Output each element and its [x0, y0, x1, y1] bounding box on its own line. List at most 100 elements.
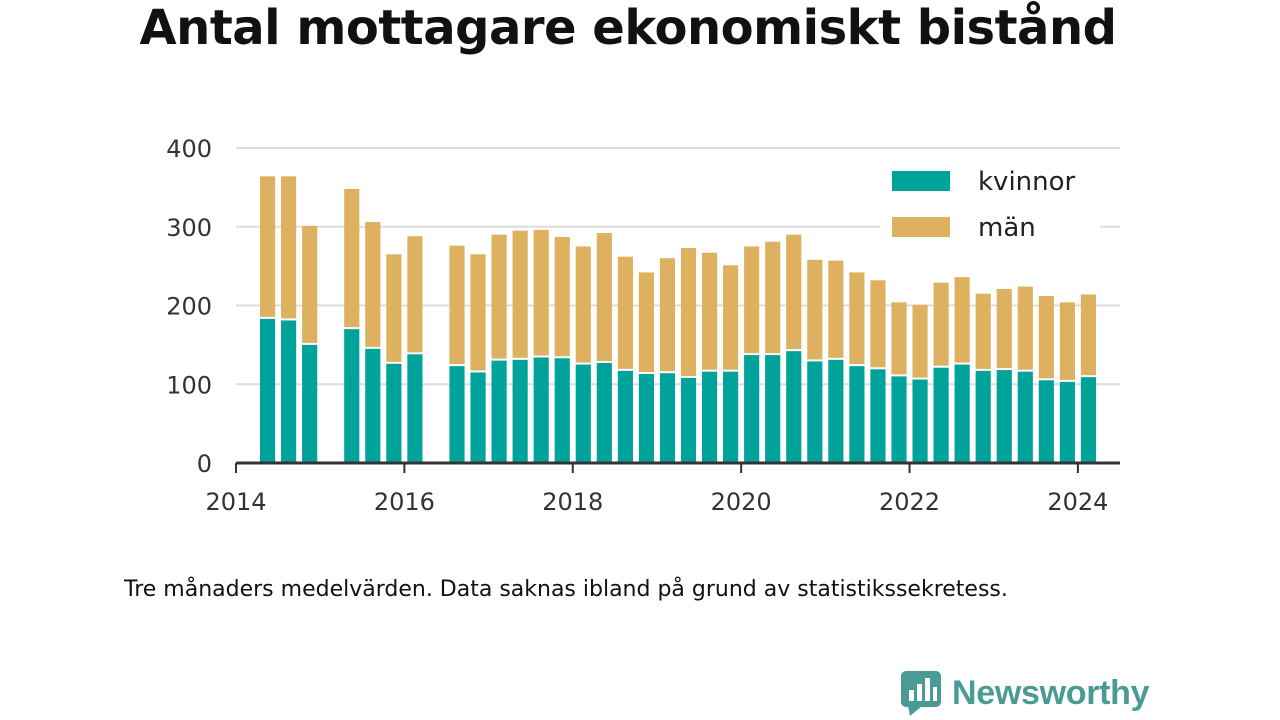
bar-kvinnor: [638, 374, 655, 463]
y-tick-label: 300: [166, 214, 212, 242]
bar-kvinnor: [786, 351, 802, 463]
bar-man: [596, 233, 612, 361]
bar-man: [870, 280, 886, 368]
bar-kvinnor: [1059, 381, 1075, 463]
bar-kvinnor: [996, 370, 1012, 463]
bar-kvinnor: [807, 361, 823, 463]
bar-kvinnor: [533, 357, 549, 463]
bar-kvinnor: [1038, 380, 1054, 463]
bar-kvinnor: [659, 373, 676, 463]
bar-kvinnor: [680, 377, 697, 463]
bar-kvinnor: [575, 364, 591, 463]
bar-man: [1059, 302, 1075, 380]
bar-kvinnor: [723, 371, 739, 463]
x-tick-label: 2014: [205, 488, 266, 516]
legend-swatch: [892, 217, 950, 237]
bar-kvinnor: [1080, 377, 1097, 463]
bar-kvinnor: [491, 360, 507, 463]
bar-man: [828, 260, 844, 358]
bar-man: [259, 176, 276, 317]
bar-kvinnor: [281, 320, 297, 463]
bar-man: [470, 254, 486, 371]
bar-kvinnor: [1017, 371, 1033, 463]
x-tick-label: 2016: [374, 488, 435, 516]
bar-man: [575, 246, 591, 363]
bar-man: [786, 234, 802, 350]
stacked-bar-chart: 0 100 200 300 400 2014 2016 2018 2020 2022 2024 kv…: [166, 135, 1120, 516]
bar-kvinnor: [744, 355, 760, 463]
bar-kvinnor: [512, 359, 528, 463]
bar-man: [491, 234, 507, 359]
bar-kvinnor: [912, 379, 928, 463]
bar-man: [954, 277, 970, 363]
bar-man: [1017, 286, 1033, 370]
bar-man: [365, 222, 381, 347]
chart-title: Antal mottagare ekonomiskt bistånd: [139, 0, 1117, 56]
bar-man: [849, 272, 865, 365]
bar-man: [659, 258, 676, 372]
bar-kvinnor: [344, 329, 360, 463]
bar-kvinnor: [933, 367, 949, 463]
legend-swatch: [892, 171, 950, 191]
y-tick-label: 100: [166, 371, 212, 399]
bar-kvinnor: [449, 366, 465, 463]
bar-kvinnor: [870, 369, 886, 463]
bar-man: [996, 288, 1012, 369]
bar-man: [554, 236, 570, 357]
bar-man: [1080, 294, 1097, 376]
bar-man: [407, 236, 423, 353]
legend-label: kvinnor: [978, 167, 1076, 197]
bars: [259, 176, 1097, 463]
bar-kvinnor: [365, 348, 381, 463]
bar-kvinnor: [975, 370, 991, 463]
chart-footnote: Tre månaders medelvärden. Data saknas ib…: [124, 577, 1008, 602]
bar-man: [281, 176, 297, 319]
x-tick-label: 2024: [1047, 488, 1108, 516]
bar-man: [723, 265, 739, 370]
bar-kvinnor: [828, 359, 844, 463]
x-tick-label: 2020: [711, 488, 772, 516]
bar-kvinnor: [617, 370, 633, 463]
bar-man: [512, 230, 528, 358]
y-tick-label: 400: [166, 135, 212, 163]
bar-kvinnor: [954, 364, 970, 463]
bar-man: [975, 293, 991, 369]
bar-man: [1038, 296, 1054, 379]
bar-chart-speech-bubble-icon: [901, 671, 941, 716]
bar-man: [302, 225, 318, 343]
legend-label: män: [978, 213, 1036, 243]
bar-man: [807, 259, 823, 360]
bar-man: [680, 248, 697, 376]
bar-kvinnor: [470, 372, 486, 463]
bar-kvinnor: [259, 318, 276, 463]
bar-kvinnor: [765, 355, 781, 463]
legend: kvinnor män: [880, 158, 1100, 248]
bar-kvinnor: [302, 344, 318, 463]
bar-kvinnor: [596, 362, 612, 463]
bar-man: [912, 304, 928, 378]
x-tick-label: 2022: [879, 488, 940, 516]
bar-man: [344, 188, 360, 328]
bar-kvinnor: [386, 363, 402, 463]
bar-man: [617, 256, 633, 369]
brand-name: Newsworthy: [952, 673, 1150, 712]
bar-man: [701, 252, 718, 370]
bar-kvinnor: [701, 371, 718, 463]
bar-man: [638, 272, 655, 373]
bar-kvinnor: [849, 366, 865, 463]
bar-kvinnor: [407, 354, 423, 463]
y-tick-label: 200: [166, 293, 212, 321]
bar-man: [891, 302, 907, 375]
y-tick-label: 0: [197, 450, 212, 478]
axes: 0 100 200 300 400 2014 2016 2018 2020 2022 2024: [166, 135, 1120, 516]
bar-kvinnor: [554, 358, 570, 463]
bar-man: [533, 229, 549, 356]
x-tick-label: 2018: [542, 488, 603, 516]
bar-man: [386, 254, 402, 362]
bar-man: [744, 246, 760, 354]
bar-man: [449, 245, 465, 365]
brand-logo: Newsworthy: [900, 670, 1150, 716]
bar-kvinnor: [891, 376, 907, 463]
bar-man: [765, 241, 781, 354]
bar-man: [933, 282, 949, 366]
